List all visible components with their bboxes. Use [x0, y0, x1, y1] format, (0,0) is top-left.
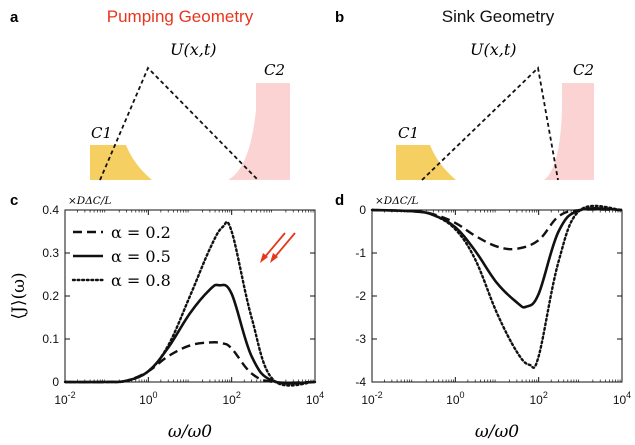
y-tick-label: 0	[52, 375, 59, 389]
panel-letter-a: a	[10, 9, 19, 26]
scale-note: ×DΔC/L	[68, 195, 111, 207]
c2-label-b: C2	[573, 61, 594, 79]
x-tick-label: 104	[306, 390, 324, 407]
red-arrow-1-head	[260, 253, 268, 263]
x-tick-label: 104	[613, 390, 631, 407]
x-tick-label: 10-2	[54, 390, 75, 407]
legend-label: α = 0.8	[111, 271, 171, 290]
series-line-dashed	[371, 208, 623, 251]
red-arrow-1	[263, 232, 286, 259]
potential-label-a: U(x,t)	[170, 40, 217, 59]
c1-reservoir	[396, 145, 456, 180]
panel-c-chart: c ×DΔC/L ω/ω0 ⟨J⟩(ω) 10-2 100 102 104 0 0.1 0.…	[9, 192, 324, 442]
legend-label: α = 0.2	[111, 223, 171, 242]
series-line-dotted	[370, 204, 624, 369]
c2-reservoir	[228, 83, 290, 180]
y-tick-label: -4	[355, 375, 366, 389]
legend-label: α = 0.5	[111, 247, 171, 266]
series-line-solid	[64, 283, 316, 385]
series-line-solid	[371, 206, 623, 309]
series-line-dashed	[64, 341, 316, 384]
red-arrows	[260, 232, 296, 263]
y-axis-label: ⟨J⟩(ω)	[9, 272, 29, 319]
y-tick-label: -1	[355, 246, 366, 260]
c2-reservoir	[544, 83, 594, 180]
potential-label-b: U(x,t)	[470, 40, 517, 59]
panel-b: b Sink Geometry U(x,t) C1 C2	[335, 7, 594, 181]
x-tick-label: 102	[529, 390, 547, 407]
c2-label-a: C2	[264, 61, 285, 79]
potential-profile-a	[99, 66, 259, 181]
panel-a: a Pumping Geometry U(x,t) C1 C2	[10, 7, 290, 181]
panel-b-title: Sink Geometry	[442, 7, 555, 26]
red-arrow-2-head	[270, 253, 278, 263]
y-tick-label: 0.1	[42, 332, 59, 346]
panel-letter-b: b	[335, 9, 344, 26]
potential-profile-b	[421, 66, 559, 181]
x-tick-label: 10-2	[361, 390, 382, 407]
c1-label-b: C1	[398, 124, 419, 142]
panel-letter-c: c	[10, 192, 18, 209]
c1-reservoir	[90, 145, 152, 180]
series-line-dotted	[63, 220, 317, 387]
y-tick-label: 0.4	[42, 203, 59, 217]
x-axis-label: ω/ω0	[475, 422, 519, 442]
c1-label-a: C1	[91, 124, 112, 142]
scale-note: ×DΔC/L	[375, 195, 418, 207]
x-tick-label: 100	[446, 390, 464, 407]
red-arrow-2	[273, 232, 296, 259]
y-tick-label: 0.3	[42, 246, 59, 260]
x-tick-label: 102	[222, 390, 240, 407]
x-axis-label: ω/ω0	[168, 422, 212, 442]
plot-frame	[371, 209, 623, 383]
legend: α = 0.2 α = 0.5 α = 0.8	[71, 223, 171, 290]
y-tick-label: 0	[359, 203, 366, 217]
panel-d-chart: d ×DΔC/L ω/ω0 10-2 100 102 104 -4 -3 -2 -1 0	[335, 192, 631, 442]
y-tick-label: 0.2	[42, 289, 59, 303]
y-tick-label: -3	[355, 332, 366, 346]
x-tick-label: 100	[139, 390, 157, 407]
panel-a-title: Pumping Geometry	[107, 7, 254, 26]
y-tick-label: -2	[355, 289, 366, 303]
panel-letter-d: d	[335, 192, 344, 209]
